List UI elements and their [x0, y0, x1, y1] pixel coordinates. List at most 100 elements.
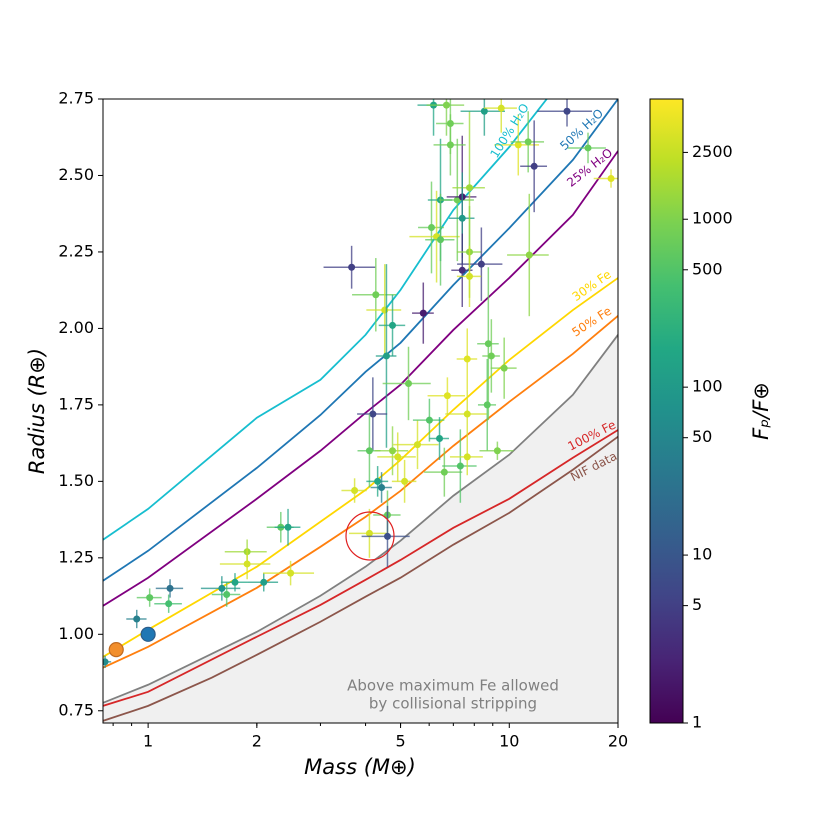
planet-point	[351, 487, 359, 495]
planet-point	[456, 462, 464, 470]
planet-point	[484, 340, 492, 348]
planet	[366, 466, 389, 497]
planet	[370, 472, 392, 503]
planet-point	[146, 594, 154, 602]
planet	[262, 560, 315, 586]
planet	[567, 132, 606, 164]
planet-point	[425, 416, 433, 424]
colorbar-tick-label: 2500	[692, 142, 733, 161]
planet-point	[369, 410, 377, 418]
model-label: 100% H₂O	[487, 101, 531, 160]
planet	[424, 447, 463, 497]
planet	[445, 389, 487, 439]
axes: 1 2 5 10 20 0.75 1.00 1.25 1.50 1.75 2.00 2.25 2.50 2…	[58, 89, 628, 751]
planet-point	[231, 578, 239, 586]
planet-point	[525, 251, 533, 259]
planet	[456, 328, 478, 390]
x-tick-label: 20	[608, 732, 628, 751]
planet	[391, 459, 417, 503]
annotation: by collisional stripping	[369, 695, 537, 713]
planet	[520, 120, 548, 213]
planet	[438, 138, 474, 262]
planet-point	[443, 392, 451, 400]
planet-point	[458, 266, 466, 274]
planet	[378, 294, 406, 356]
planet-point	[419, 309, 427, 317]
planet-point	[584, 144, 592, 152]
y-tick-label: 1.75	[58, 394, 94, 413]
planet	[460, 99, 505, 136]
planet-point	[405, 379, 413, 387]
reference-planet	[108, 641, 124, 658]
planet	[375, 264, 397, 448]
planet-point	[383, 532, 391, 540]
colorbar-label: Fₚ/F⊕	[749, 382, 773, 440]
model-curve	[103, 315, 618, 669]
planet	[220, 573, 248, 592]
planet-point	[133, 615, 141, 623]
planet-point	[413, 441, 421, 449]
plot-area	[103, 99, 618, 723]
planet	[224, 539, 267, 564]
planet	[200, 576, 241, 601]
planet-point	[463, 355, 471, 363]
planet	[211, 582, 241, 607]
model-label: 50% Fe	[569, 304, 614, 340]
planet-point	[493, 447, 501, 455]
planet-point	[437, 236, 445, 244]
planet-point	[165, 600, 173, 608]
colorbar-tick-label: 100	[692, 377, 723, 396]
y-tick-label: 1.50	[58, 471, 94, 490]
planet	[507, 193, 549, 317]
planet-point	[365, 529, 373, 537]
planet-point	[372, 291, 380, 299]
planet	[426, 99, 465, 136]
planet	[349, 508, 388, 558]
planet	[375, 426, 409, 476]
planet-point	[563, 107, 571, 115]
planet	[479, 441, 514, 460]
planet	[155, 579, 184, 598]
planet	[537, 99, 593, 127]
planet-point	[284, 523, 292, 531]
planet-point	[524, 138, 532, 146]
planet-point	[365, 447, 373, 455]
planet	[449, 438, 483, 476]
planet	[136, 588, 162, 607]
y-tick-label: 2.25	[58, 241, 94, 260]
stripping-region	[103, 334, 618, 723]
planet-point	[389, 321, 397, 329]
annotation: Above maximum Fe allowed	[347, 677, 559, 695]
planet	[593, 169, 618, 188]
planet	[510, 111, 545, 173]
planet	[247, 573, 279, 592]
model-curve	[103, 429, 618, 707]
model-curve	[103, 99, 548, 541]
model-curve	[103, 99, 618, 582]
highlight-circle	[345, 511, 395, 561]
y-tick-label: 1.25	[58, 547, 94, 566]
planet-point	[218, 584, 226, 592]
planet-point	[382, 352, 390, 360]
planet	[357, 377, 388, 451]
planet-point	[436, 435, 444, 443]
planet	[456, 245, 482, 307]
planet-point	[427, 223, 435, 231]
x-tick-label: 5	[395, 732, 405, 751]
planet	[418, 181, 444, 274]
planet-point	[374, 477, 382, 485]
planet-point	[103, 658, 109, 666]
planet-point	[243, 560, 251, 568]
planet	[433, 114, 466, 176]
planet-point	[466, 272, 474, 280]
planet-point	[477, 260, 485, 268]
model-curve	[103, 435, 618, 722]
reference-planet	[140, 626, 156, 642]
planet	[361, 505, 410, 567]
planet	[352, 258, 397, 332]
planet	[274, 508, 301, 546]
colorbar	[649, 98, 684, 724]
y-tick-label: 2.50	[58, 165, 94, 184]
x-tick-label: 1	[143, 732, 153, 751]
planet-point	[348, 263, 356, 271]
